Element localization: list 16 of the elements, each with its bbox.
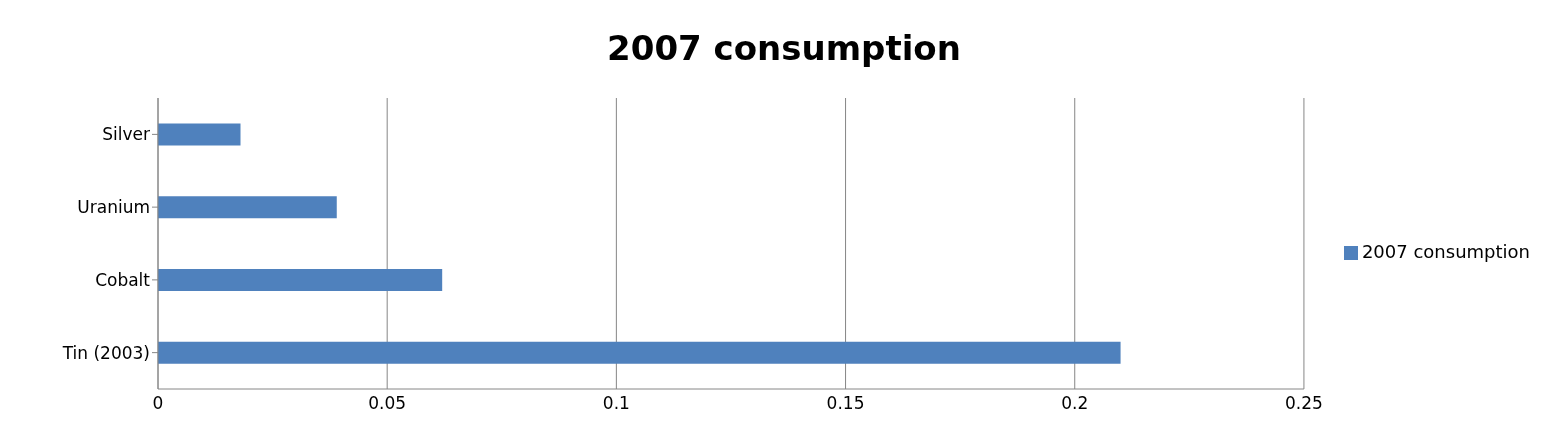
y-tick-label: Silver bbox=[102, 124, 151, 145]
y-tick-label: Uranium bbox=[77, 197, 150, 218]
x-tick-label: 0 bbox=[152, 393, 164, 414]
x-tick-label: 0.1 bbox=[602, 393, 630, 414]
bar bbox=[158, 196, 337, 219]
bar bbox=[158, 341, 1121, 364]
y-tick-label: Tin (2003) bbox=[61, 342, 150, 363]
y-tick-label: Cobalt bbox=[95, 269, 151, 290]
x-tick-label: 0.25 bbox=[1284, 393, 1323, 414]
bar bbox=[158, 268, 443, 291]
chart-title: 2007 consumption bbox=[606, 27, 962, 68]
x-tick-label: 0.05 bbox=[368, 393, 407, 414]
x-tick-label: 0.15 bbox=[826, 393, 865, 414]
bar bbox=[158, 123, 241, 146]
x-tick-label: 0.2 bbox=[1061, 393, 1089, 414]
legend-label: 2007 consumption bbox=[1361, 240, 1530, 262]
